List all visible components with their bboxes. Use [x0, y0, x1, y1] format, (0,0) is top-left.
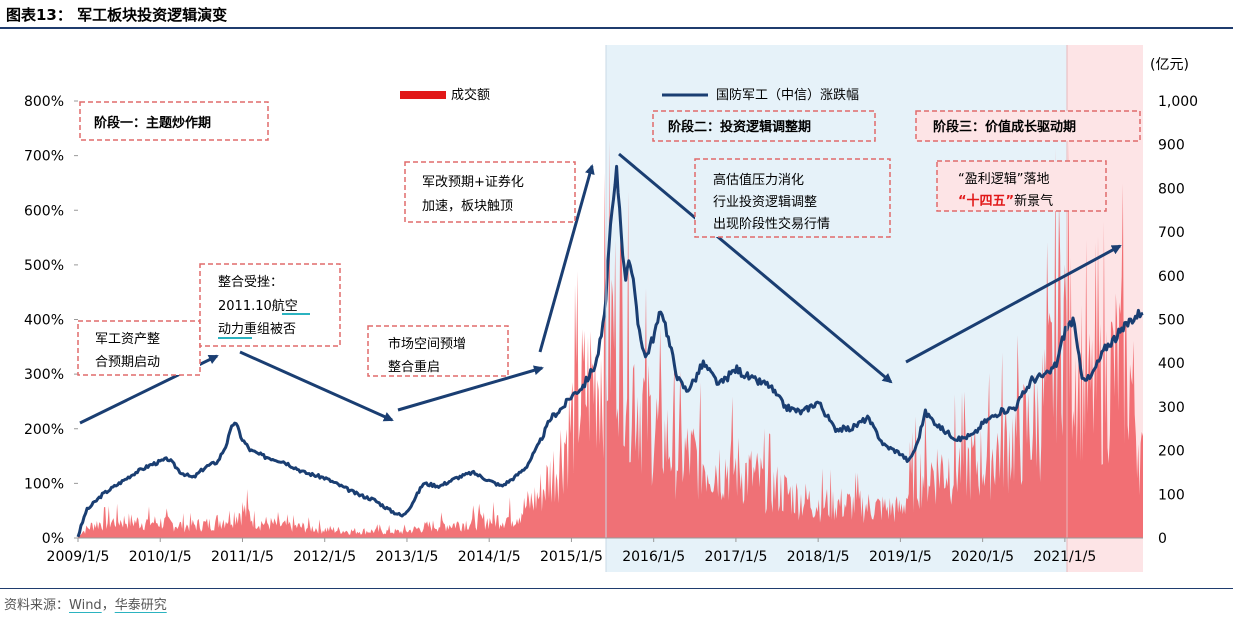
- note3-line1: 市场空间预增: [388, 336, 466, 352]
- trend-arrow: [538, 164, 595, 353]
- y-left-tick-label: 500%: [24, 258, 64, 274]
- source-org: 华泰研究: [114, 598, 167, 613]
- note5-line1: 高估值压力消化: [713, 172, 804, 188]
- source-note: 资料来源：Wind，华泰研究: [4, 594, 167, 613]
- x-tick-label: 2013/1/5: [376, 549, 439, 565]
- legend-volume-label: 成交额: [451, 87, 490, 103]
- note4-line1: 军改预期+证券化: [422, 174, 524, 190]
- note6-line2: “十四五”新景气: [958, 193, 1053, 209]
- y-left-tick-label: 300%: [24, 367, 64, 383]
- x-tick-label: 2012/1/5: [293, 549, 356, 565]
- note5-line3: 出现阶段性交易行情: [713, 216, 830, 232]
- y-right-tick-label: 400: [1158, 356, 1185, 372]
- trend-arrow: [239, 350, 394, 422]
- note2-line3: 动力重组被否: [218, 321, 296, 337]
- y-right-tick-label: 200: [1158, 444, 1185, 460]
- x-tick-label: 2015/1/5: [540, 549, 603, 565]
- y-left-tick-label: 100%: [24, 476, 64, 492]
- legend-volume-swatch: [400, 91, 446, 99]
- source-prefix: 资料来源：: [4, 598, 70, 613]
- y-left-tick-label: 700%: [24, 149, 64, 165]
- y-right-ticks: 0 100 200 300 400 500 600 700 800 900 1,000: [1158, 94, 1198, 547]
- y-left-tick-label: 0%: [42, 531, 64, 547]
- note3-line2: 整合重启: [388, 359, 440, 375]
- note6-red-text: “十四五”: [958, 193, 1014, 209]
- x-tick-label: 2016/1/5: [622, 549, 685, 565]
- volume-area-series: [78, 139, 1143, 539]
- chart: 0% 100% 200% 300% 400% 500% 600% 700% 800% 0 100 2…: [24, 45, 1198, 572]
- source-sep: ，: [101, 598, 115, 613]
- source-wind: Wind: [69, 598, 102, 613]
- y-left-tick-label: 600%: [24, 203, 64, 219]
- note4-box: [404, 161, 576, 223]
- note3-box: [367, 325, 509, 377]
- phase1-box: [79, 101, 269, 141]
- x-tick-label: 2010/1/5: [129, 549, 192, 565]
- x-tick-label: 2018/1/5: [787, 549, 850, 565]
- trend-arrow: [905, 244, 1122, 364]
- y-right-tick-label: 500: [1158, 313, 1185, 329]
- bottom-rule: [0, 588, 1233, 589]
- note5-box: [694, 158, 891, 238]
- x-axis-ticks: 2009/1/5 2010/1/5 2011/1/5 2012/1/5 2013/1/5…: [47, 538, 1096, 565]
- phase2-label: 阶段二：投资逻辑调整期: [668, 119, 811, 135]
- note1-line2: 合预期启动: [95, 355, 160, 370]
- y-right-tick-label: 900: [1158, 138, 1185, 154]
- x-tick-label: 2009/1/5: [47, 549, 110, 565]
- x-tick-label: 2017/1/5: [704, 549, 767, 565]
- note1-box: [77, 320, 201, 376]
- note4-line2: 加速，板块触顶: [422, 199, 513, 214]
- y-right-tick-label: 1,000: [1158, 94, 1198, 110]
- trend-arrow: [618, 152, 893, 384]
- phase2-box: [652, 110, 876, 142]
- y-left-ticks: 0% 100% 200% 300% 400% 500% 600% 700% 800%: [24, 94, 78, 547]
- note6-rest-text: 新景气: [1014, 193, 1053, 209]
- annotation-boxes: 阶段一：主题炒作期 阶段二：投资逻辑调整期 阶段三：价值成长驱动期 军工资产整 …: [77, 101, 1141, 377]
- x-tick-label: 2020/1/5: [951, 549, 1014, 565]
- y-right-tick-label: 100: [1158, 487, 1185, 503]
- y-left-tick-label: 800%: [24, 94, 64, 110]
- x-tick-label: 2014/1/5: [458, 549, 521, 565]
- phase3-box: [915, 110, 1141, 142]
- y-right-tick-label: 800: [1158, 181, 1185, 197]
- note2-line1: 整合受挫：: [218, 275, 283, 290]
- phase1-label: 阶段一：主题炒作期: [94, 115, 211, 131]
- x-tick-label: 2019/1/5: [869, 549, 932, 565]
- trend-arrow: [397, 365, 544, 412]
- y-right-tick-label: 600: [1158, 269, 1185, 285]
- legend-index-label: 国防军工（中信）涨跌幅: [716, 87, 859, 103]
- index-line-series: [76, 164, 1144, 538]
- figure-title: 图表13： 军工板块投资逻辑演变: [6, 6, 228, 24]
- phase3-label: 阶段三：价值成长驱动期: [933, 119, 1076, 135]
- note6-line1: “盈利逻辑”落地: [958, 172, 1049, 187]
- note1-line1: 军工资产整: [95, 332, 160, 347]
- y-left-tick-label: 200%: [24, 422, 64, 438]
- y-right-unit: (亿元): [1150, 57, 1189, 73]
- note2-line2: 2011.10航空: [218, 298, 298, 314]
- y-right-tick-label: 300: [1158, 400, 1185, 416]
- note5-line2: 行业投资逻辑调整: [713, 194, 817, 210]
- x-tick-label: 2021/1/5: [1033, 549, 1096, 565]
- x-tick-label: 2011/1/5: [211, 549, 274, 565]
- y-right-tick-label: 700: [1158, 225, 1185, 241]
- y-left-tick-label: 400%: [24, 313, 64, 329]
- y-right-tick-label: 0: [1158, 531, 1167, 547]
- note6-box: [936, 160, 1107, 212]
- note2-box: [199, 263, 341, 347]
- top-rule: [0, 27, 1233, 29]
